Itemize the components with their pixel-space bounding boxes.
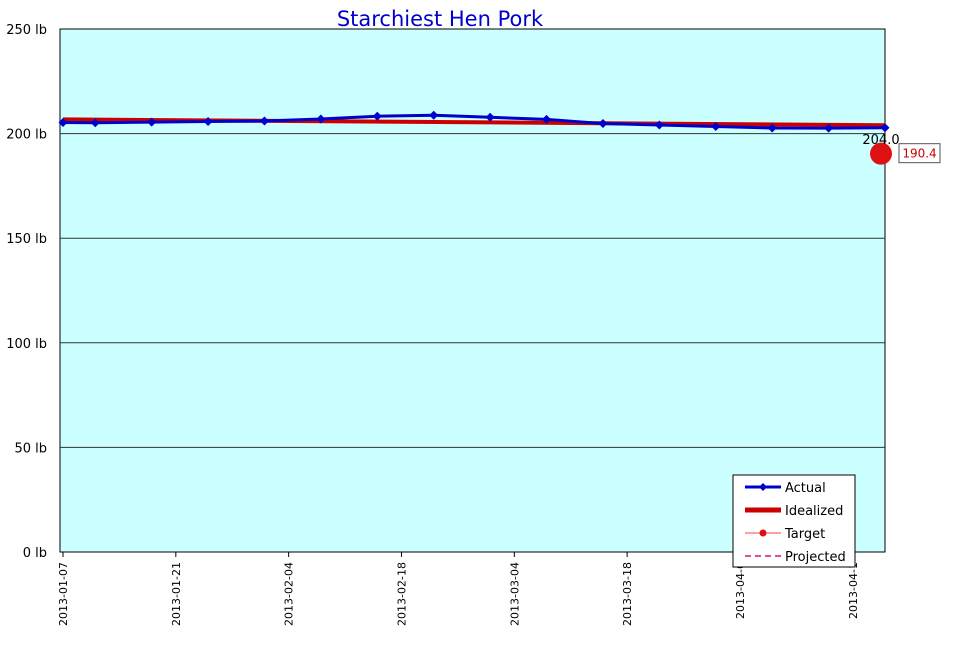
legend-marker-actual [759, 483, 767, 491]
legend-label-projected: Projected [785, 550, 846, 565]
actual-point [711, 121, 721, 131]
target-point [870, 142, 892, 165]
current-value-label: 204.0 [862, 133, 899, 148]
y-axis: 0 lb 50 lb 100 lb 150 lb 200 lb 250 lb [6, 23, 47, 561]
y-tick-label: 150 lb [6, 232, 47, 247]
actual-point [259, 116, 269, 126]
x-tick-label: 2013-04-1 [847, 562, 860, 619]
actual-point [485, 112, 495, 122]
target-value-label: 190.4 [902, 147, 936, 161]
legend-box [732, 474, 856, 568]
y-tick-label: 250 lb [6, 23, 47, 38]
actual-point [767, 123, 777, 133]
actual-point [316, 114, 326, 124]
plot-area [59, 28, 886, 553]
y-tick-label: 0 lb [23, 546, 47, 561]
x-tick-label: 2013-04-0 [734, 562, 747, 619]
series-layer [58, 110, 892, 165]
legend: Actual Idealized Target Projected [732, 474, 856, 568]
legend-label-actual: Actual [785, 481, 826, 496]
actual-point [372, 111, 382, 121]
y-tick-label: 100 lb [6, 337, 47, 352]
x-tick-label: 2013-01-21 [170, 562, 183, 626]
x-tick-label: 2013-03-18 [621, 562, 634, 626]
actual-point [203, 116, 213, 126]
y-tick-label: 200 lb [6, 128, 47, 143]
actual-point [654, 120, 664, 130]
actual-point [824, 123, 834, 133]
grid-lines [60, 133, 885, 448]
actual-point [598, 119, 608, 129]
actual-point [880, 123, 890, 133]
actual-point [429, 110, 439, 120]
legend-label-idealized: Idealized [785, 504, 843, 519]
x-tick-label: 2013-02-04 [283, 562, 296, 626]
actual-point [58, 118, 68, 128]
actual-point [90, 118, 100, 128]
actual-point [147, 117, 157, 127]
legend-label-target: Target [784, 527, 825, 542]
legend-marker-target [759, 529, 767, 537]
x-tick-label: 2013-03-04 [508, 562, 521, 626]
chart-title: Starchiest Hen Pork [337, 7, 544, 31]
x-tick-label: 2013-01-07 [57, 562, 70, 626]
y-tick-label: 50 lb [14, 441, 47, 456]
target-value-box [898, 143, 941, 164]
actual-point [542, 114, 552, 124]
actual-line [62, 113, 886, 130]
x-tick-label: 2013-02-18 [395, 562, 408, 626]
